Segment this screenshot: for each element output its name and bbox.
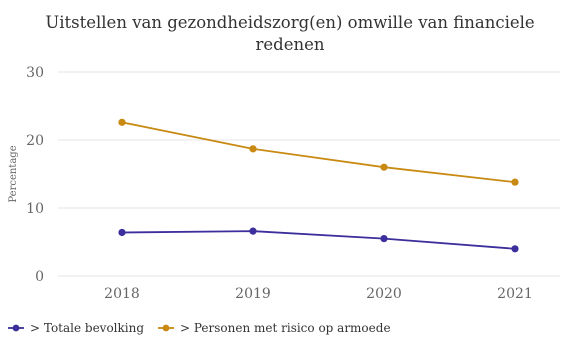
y-tick-label: 30 [26, 65, 44, 81]
series-1 [118, 118, 519, 186]
data-point [118, 118, 126, 126]
data-point [249, 145, 257, 153]
legend-marker [162, 324, 170, 332]
x-axis-ticks: 2018 2019 2020 2021 [104, 286, 533, 302]
chart-title: Uitstellen van gezondheidszorg(en) omwil… [45, 13, 534, 54]
chart-title-line-1: Uitstellen van gezondheidszorg(en) omwil… [45, 13, 534, 32]
series-0 [118, 227, 519, 253]
data-point [118, 228, 126, 237]
series-line [121, 230, 516, 250]
legend-label: > Personen met risico op armoede [180, 321, 391, 335]
y-tick-label: 10 [26, 201, 44, 217]
y-tick-label: 20 [26, 133, 44, 149]
data-point [380, 163, 388, 171]
legend-marker [12, 324, 20, 332]
x-tick-label: 2020 [366, 286, 402, 302]
legend-item-0[interactable]: > Totale bevolking [8, 321, 144, 335]
data-point [511, 178, 519, 186]
y-axis-ticks: 0 10 20 30 [26, 65, 44, 285]
data-point [249, 227, 257, 235]
x-tick-label: 2018 [104, 286, 140, 302]
legend-item-1[interactable]: > Personen met risico op armoede [158, 321, 391, 335]
legend-label: > Totale bevolking [30, 321, 144, 335]
y-axis-label: Percentage [8, 145, 19, 202]
legend: > Totale bevolking > Personen met risico … [8, 321, 391, 335]
series-layer [118, 118, 519, 253]
x-tick-label: 2021 [497, 286, 533, 302]
grid [58, 71, 560, 277]
data-point [380, 235, 388, 243]
data-point [511, 245, 519, 253]
y-tick-label: 0 [35, 269, 44, 285]
x-tick-label: 2019 [235, 286, 271, 302]
series-line [121, 121, 516, 184]
chart-title-line-2: redenen [256, 35, 325, 54]
